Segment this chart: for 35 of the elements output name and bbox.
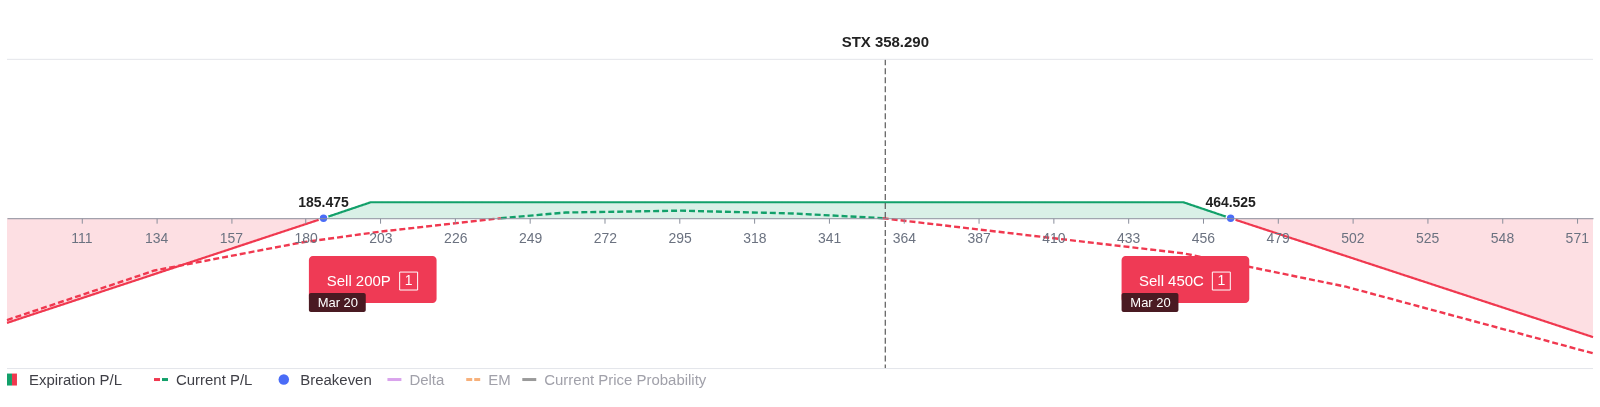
x-tick-label: 456: [1191, 229, 1216, 246]
annotation: Mar 20: [1130, 294, 1171, 310]
x-tick-label: 318: [743, 229, 767, 246]
legend-label: Expiration P/L: [28, 370, 123, 388]
x-tick-label: 525: [1416, 229, 1440, 246]
legend-label: Breakeven: [300, 370, 372, 388]
x-tick-label: 571: [1565, 229, 1590, 246]
x-tick-label: 387: [967, 229, 992, 246]
annotation: 1: [404, 272, 413, 289]
x-tick-label: 272: [593, 229, 618, 246]
x-tick-label: 364: [892, 229, 917, 246]
x-tick-label: 134: [145, 229, 169, 246]
x-tick-label: 249: [518, 229, 543, 246]
x-tick-label: 111: [71, 229, 93, 246]
ref-line-label: STX 358.290: [841, 33, 929, 51]
annotation: Mar 20: [317, 294, 358, 310]
annotation: 1: [1217, 272, 1226, 289]
x-tick-label: 341: [817, 229, 842, 246]
legend-label: Current P/L: [175, 370, 253, 388]
legend-label: Current Price Probability: [544, 370, 707, 388]
x-tick-label: 433: [1117, 229, 1141, 246]
annotation: 185.475: [298, 194, 349, 211]
legend-label: Delta: [409, 370, 445, 388]
annotation: Sell 200P: [326, 272, 391, 290]
x-tick-label: 226: [444, 229, 468, 246]
x-tick-label: 203: [369, 229, 393, 246]
x-tick-label: 548: [1490, 229, 1515, 246]
legend-label: EM: [488, 370, 511, 388]
x-tick-label: 157: [219, 229, 244, 246]
annotation: Sell 450C: [1139, 272, 1205, 290]
x-tick-label: 180: [294, 229, 319, 246]
x-tick-label: 479: [1266, 229, 1291, 246]
annotation: 464.525: [1205, 194, 1257, 211]
x-tick-label: 502: [1341, 229, 1365, 246]
x-tick-label: 295: [668, 229, 692, 246]
